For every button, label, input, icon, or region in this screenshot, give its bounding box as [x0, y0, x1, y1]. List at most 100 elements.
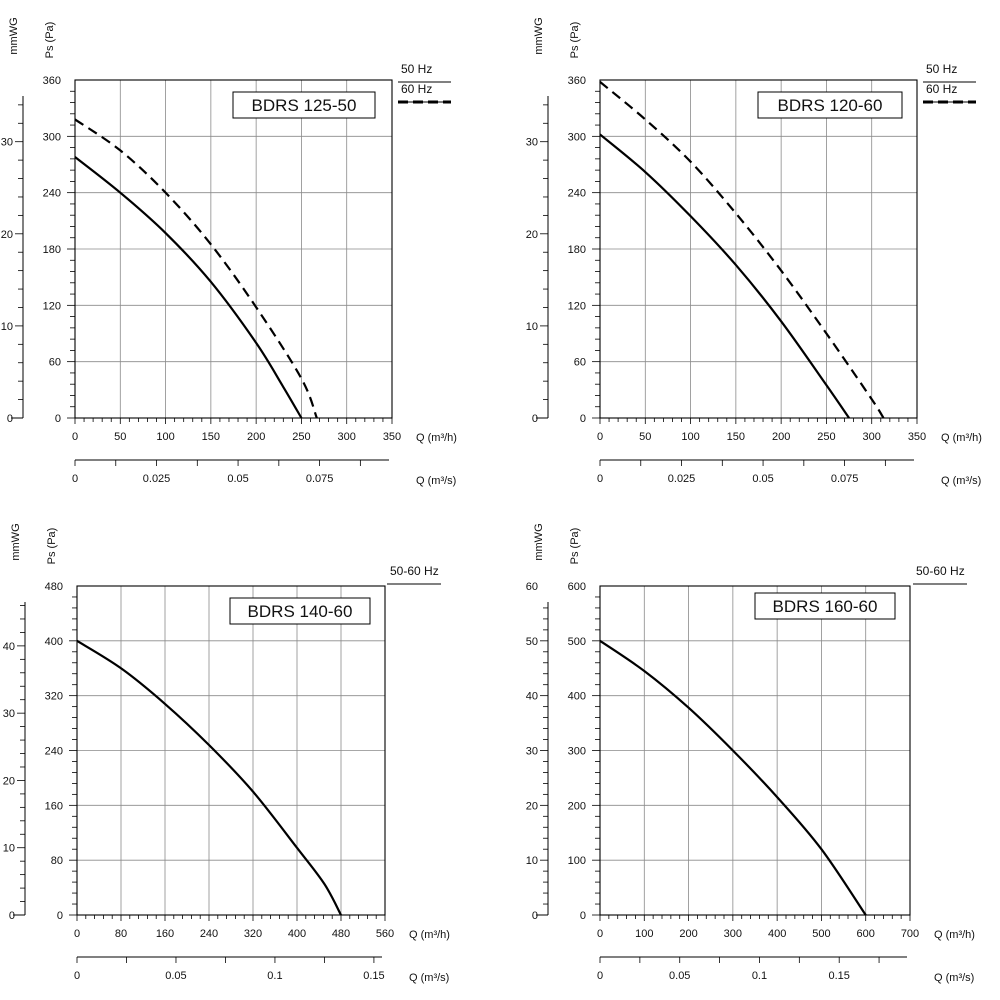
x-tick-label-m3h: 250 — [292, 431, 310, 443]
mmwg-tick-label: 20 — [1, 229, 13, 241]
x-tick-label-m3h: 200 — [247, 431, 265, 443]
x-tick-label-m3h: 0 — [72, 431, 78, 443]
mmwg-tick-label: 20 — [526, 229, 538, 241]
y-tick-label-pa: 0 — [57, 910, 63, 922]
mmwg-tick-label: 0 — [532, 910, 538, 922]
chart-title: BDRS 160-60 — [773, 597, 878, 616]
y-axis-title-mmwg: mmWG — [8, 17, 20, 54]
mmwg-tick-label: 30 — [526, 746, 538, 758]
mmwg-tick-label: 20 — [3, 775, 15, 787]
x-axis-title-m3h: Q (m³/h) — [409, 929, 450, 941]
x-axis-title-m3s: Q (m³/s) — [941, 475, 981, 487]
legend-label: 50 Hz — [926, 62, 957, 76]
x-tick-label-m3h: 200 — [679, 928, 697, 940]
mmwg-tick-label: 0 — [7, 413, 13, 425]
y-tick-label-pa: 240 — [43, 188, 61, 200]
y-tick-label-pa: 180 — [43, 244, 61, 256]
mmwg-tick-label: 40 — [526, 691, 538, 703]
y-tick-label-pa: 120 — [43, 300, 61, 312]
x-tick-label-m3h: 350 — [908, 431, 926, 443]
y-axis-title-mmwg: mmWG — [533, 523, 545, 560]
x-tick-label-m3h: 0 — [74, 928, 80, 940]
x-tick-label-m3h: 150 — [727, 431, 745, 443]
y-tick-label-pa: 60 — [49, 357, 61, 369]
x-tick-label-m3h: 350 — [383, 431, 401, 443]
m3s-tick-label: 0.075 — [831, 473, 859, 485]
mmwg-tick-label: 50 — [526, 636, 538, 648]
y-tick-label-pa: 0 — [55, 413, 61, 425]
y-tick-label-pa: 80 — [51, 855, 63, 867]
x-tick-label-m3h: 500 — [812, 928, 830, 940]
mmwg-tick-label: 30 — [526, 137, 538, 149]
y-axis-title-pa: Ps (Pa) — [44, 22, 56, 59]
y-tick-label-pa: 360 — [43, 75, 61, 87]
y-tick-label-pa: 300 — [568, 746, 586, 758]
mmwg-tick-label: 10 — [1, 321, 13, 333]
x-tick-label-m3h: 300 — [863, 431, 881, 443]
m3s-tick-label: 0.1 — [267, 970, 282, 982]
legend-label: 50 Hz — [401, 62, 432, 76]
y-axis-title-pa: Ps (Pa) — [46, 528, 58, 565]
x-tick-label-m3h: 560 — [376, 928, 394, 940]
m3s-tick-label: 0 — [74, 970, 80, 982]
x-tick-label-m3h: 300 — [338, 431, 356, 443]
chart-title-box — [229, 597, 371, 625]
mmwg-tick-label: 30 — [3, 708, 15, 720]
legend-label: 60 Hz — [401, 82, 432, 96]
y-axis-title-mmwg: mmWG — [533, 17, 545, 54]
y-tick-label-pa: 160 — [45, 800, 63, 812]
x-tick-label-m3h: 50 — [114, 431, 126, 443]
series-curve-dashed — [599, 81, 885, 419]
x-axis-title-m3h: Q (m³/h) — [416, 432, 457, 444]
mmwg-tick-label: 40 — [3, 641, 15, 653]
m3s-tick-label: 0 — [72, 473, 78, 485]
y-axis-title-pa: Ps (Pa) — [569, 528, 581, 565]
y-tick-label-pa: 60 — [574, 357, 586, 369]
x-axis-title-m3s: Q (m³/s) — [416, 475, 456, 487]
legend-label: 60 Hz — [926, 82, 957, 96]
mmwg-tick-label: 0 — [532, 413, 538, 425]
y-tick-label-pa: 120 — [568, 300, 586, 312]
x-axis-title-m3h: Q (m³/h) — [941, 432, 982, 444]
m3s-tick-label: 0.05 — [752, 473, 773, 485]
y-tick-label-pa: 480 — [45, 581, 63, 593]
mmwg-tick-label: 30 — [1, 137, 13, 149]
chart-title-box — [232, 91, 376, 119]
m3s-tick-label: 0.05 — [227, 473, 248, 485]
y-tick-label-pa: 360 — [568, 75, 586, 87]
mmwg-tick-label: 20 — [526, 800, 538, 812]
x-tick-label-m3h: 50 — [639, 431, 651, 443]
m3s-tick-label: 0.05 — [165, 970, 186, 982]
y-tick-label-pa: 400 — [568, 691, 586, 703]
y-axis-title-pa: Ps (Pa) — [569, 22, 581, 59]
x-tick-label-m3h: 600 — [857, 928, 875, 940]
x-tick-label-m3h: 100 — [635, 928, 653, 940]
x-tick-label-m3h: 80 — [115, 928, 127, 940]
y-tick-label-pa: 200 — [568, 800, 586, 812]
chart-title: BDRS 120-60 — [778, 96, 883, 115]
chart-title-box — [757, 91, 903, 119]
legend-label: 50-60 Hz — [916, 564, 965, 578]
y-tick-label-pa: 400 — [45, 636, 63, 648]
x-tick-label-m3h: 0 — [597, 431, 603, 443]
m3s-tick-label: 0 — [597, 970, 603, 982]
y-tick-label-pa: 240 — [568, 188, 586, 200]
y-tick-label-pa: 240 — [45, 746, 63, 758]
m3s-tick-label: 0.15 — [828, 970, 849, 982]
chart-title: BDRS 140-60 — [248, 602, 353, 621]
series-curve-dashed — [74, 118, 318, 419]
y-tick-label-pa: 320 — [45, 691, 63, 703]
y-tick-label-pa: 0 — [580, 910, 586, 922]
x-tick-label-m3h: 250 — [817, 431, 835, 443]
x-tick-label-m3h: 400 — [288, 928, 306, 940]
chart-title-box — [754, 592, 896, 620]
chart-title: BDRS 125-50 — [252, 96, 357, 115]
x-tick-label-m3h: 240 — [200, 928, 218, 940]
x-tick-label-m3h: 100 — [156, 431, 174, 443]
legend-label: 50-60 Hz — [390, 564, 439, 578]
